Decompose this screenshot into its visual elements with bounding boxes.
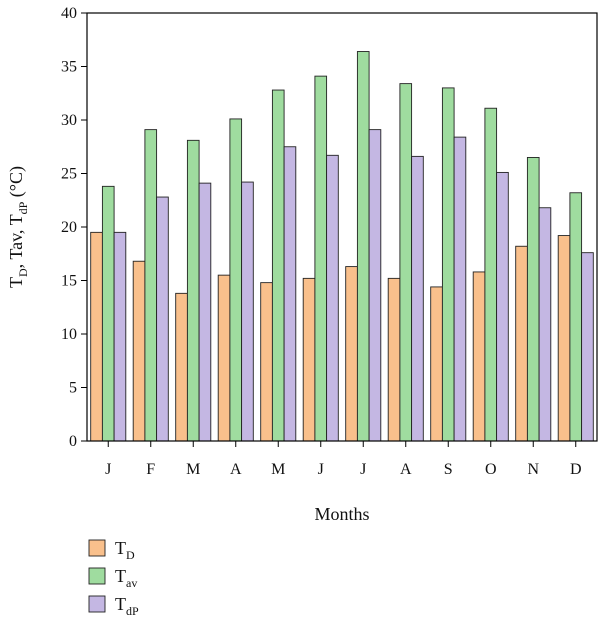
x-tick-label: A	[230, 461, 242, 478]
x-tick-label: S	[444, 461, 453, 478]
x-axis-label: Months	[314, 504, 369, 524]
x-tick-label: O	[485, 461, 497, 478]
bar-t-av-11	[569, 192, 583, 442]
x-tick-label: M	[186, 461, 200, 478]
bar-t-dp-10	[538, 207, 552, 442]
bar-t-dp-4	[283, 146, 297, 442]
bar-t-d-3	[217, 274, 231, 442]
x-tick-label: J	[318, 461, 324, 478]
bar-t-d-0	[90, 231, 103, 442]
bar-t-d-11	[557, 235, 571, 442]
bar-t-av-1	[144, 129, 158, 442]
legend: TD Tav TdP	[88, 538, 139, 618]
bar-t-dp-7	[411, 155, 424, 442]
bar-t-dp-8	[453, 136, 467, 442]
bar-t-dp-1	[156, 196, 169, 442]
bar-t-dp-9	[496, 171, 509, 442]
bar-t-d-10	[515, 245, 528, 442]
legend-label: TdP	[115, 594, 139, 618]
bar-t-d-4	[260, 282, 273, 442]
y-label-sub2: dP	[16, 201, 30, 214]
legend-label: Tav	[115, 566, 137, 590]
y-axis-label: TD, Tav, TdP (°C)	[6, 166, 30, 288]
x-tick-label: N	[527, 461, 539, 478]
y-tick-label: 25	[61, 166, 77, 183]
y-label-part2: , Tav, T	[6, 214, 26, 268]
bar-t-d-6	[345, 266, 358, 442]
x-tick-label: D	[570, 461, 582, 478]
y-tick-label: 10	[61, 326, 77, 343]
x-tick-label: J	[360, 461, 366, 478]
bar-t-d-7	[387, 277, 401, 442]
bar-t-av-8	[441, 87, 455, 442]
y-tick-label: 40	[61, 5, 77, 22]
bar-t-dp-6	[368, 129, 382, 442]
bars-layer	[90, 51, 594, 442]
y-tick-label: 30	[61, 112, 77, 129]
legend-swatch	[88, 567, 106, 585]
bar-t-av-3	[229, 118, 243, 442]
bar-t-dp-5	[326, 154, 339, 442]
bar-t-dp-0	[113, 231, 127, 442]
legend-swatch	[88, 539, 106, 557]
bar-t-d-8	[430, 286, 443, 442]
bar-t-av-2	[186, 139, 200, 442]
bar-t-av-10	[526, 156, 540, 442]
y-label-sub1: D	[16, 268, 30, 277]
bar-t-av-9	[484, 107, 498, 442]
y-tick-label: 20	[61, 219, 77, 236]
x-tick-label: J	[105, 461, 111, 478]
legend-label: TD	[115, 538, 135, 562]
bar-t-d-5	[302, 277, 316, 442]
y-tick-label: 15	[61, 273, 77, 290]
y-tick-label: 5	[69, 380, 77, 397]
x-tick-label: M	[271, 461, 285, 478]
bar-t-d-2	[175, 292, 188, 442]
bar-t-av-0	[101, 185, 115, 442]
bar-t-d-1	[132, 260, 146, 442]
bar-t-av-7	[399, 83, 413, 442]
x-tick-label: A	[400, 461, 412, 478]
legend-swatch	[88, 595, 106, 613]
bar-t-dp-11	[581, 252, 594, 442]
y-axis-ticks: 0 5 10 15 20 25 30 35 40	[61, 5, 87, 450]
bar-t-av-5	[314, 75, 328, 442]
bar-t-av-6	[356, 51, 370, 442]
y-tick-label: 35	[61, 59, 77, 76]
y-label-part1: T	[6, 277, 26, 288]
y-label-part3: (°C)	[6, 166, 27, 202]
y-tick-label: 0	[69, 433, 77, 450]
bar-t-dp-3	[241, 181, 254, 442]
bar-t-av-4	[271, 89, 285, 442]
bar-t-dp-2	[198, 182, 212, 442]
bar-t-d-9	[472, 271, 486, 442]
x-tick-label: F	[146, 461, 155, 478]
